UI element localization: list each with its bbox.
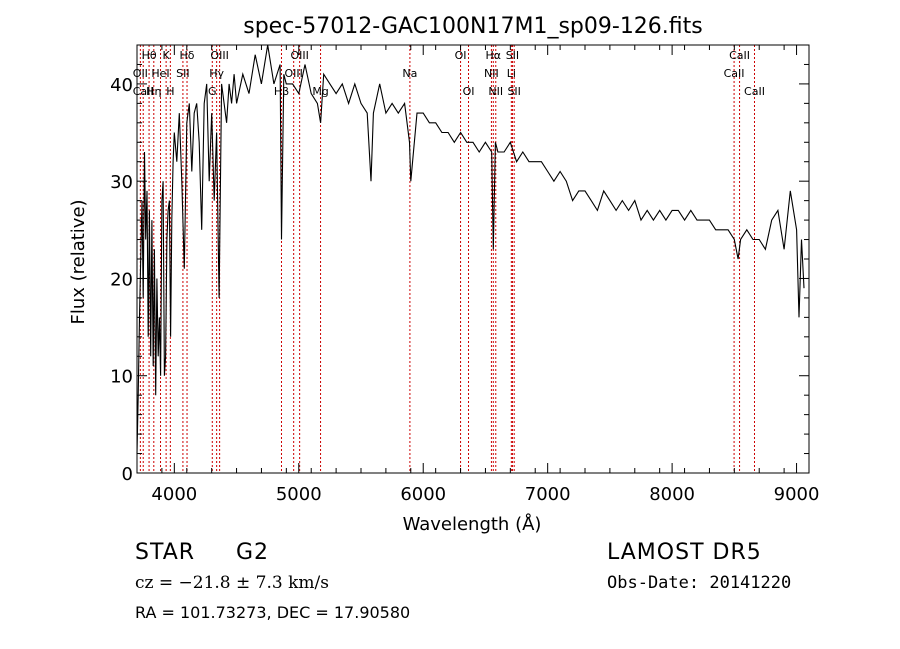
line-label-26: CaII <box>724 67 745 80</box>
obs-date: Obs-Date: 20141220 <box>607 573 792 593</box>
object-class: STAR <box>135 540 196 565</box>
line-label-0: Hθ <box>142 49 157 62</box>
line-label-25: CaII <box>729 49 750 62</box>
line-label-8: Hδ <box>180 49 195 62</box>
line-label-22: SII <box>506 49 519 62</box>
line-label-7: SII <box>176 67 189 80</box>
line-label-6: H <box>166 85 174 98</box>
line-label-19: Hα <box>486 49 502 62</box>
line-label-9: OIII <box>210 49 228 62</box>
spectrum-series <box>136 44 805 454</box>
object-subclass: G2 <box>236 540 270 565</box>
chart-title: spec-57012-GAC100N17M1_sp09-126.fits <box>243 14 703 39</box>
line-label-1: OII <box>133 67 148 80</box>
y-tick-label-4: 40 <box>110 75 133 96</box>
line-label-17: OI <box>455 49 467 62</box>
line-label-14: OIII <box>284 67 302 80</box>
plot-frame <box>136 44 810 474</box>
y-tick-label-0: 0 <box>122 464 133 485</box>
redshift-text: cz = −21.8 ± 7.3 km/s <box>135 573 329 593</box>
line-label-4: HeI <box>151 67 169 80</box>
line-label-21: NII <box>488 85 503 98</box>
x-tick-label-0: 4000 <box>151 484 197 505</box>
x-tick-label-4: 8000 <box>649 484 695 505</box>
x-tick-label-1: 5000 <box>276 484 322 505</box>
line-label-11: G <box>208 85 217 98</box>
line-label-5: K <box>163 49 171 62</box>
line-label-27: CaII <box>744 85 765 98</box>
line-label-13: OIII <box>290 49 308 62</box>
y-tick-label-3: 30 <box>110 172 133 193</box>
line-label-3: CaII <box>133 85 154 98</box>
x-axis-ticks: 4000 5000 6000 7000 8000 9000 <box>136 45 820 505</box>
y-axis-label: Flux (relative) <box>68 199 89 324</box>
line-label-15: Mg <box>312 85 328 98</box>
line-label-10: Hγ <box>209 67 224 80</box>
y-tick-label-1: 10 <box>110 367 133 388</box>
survey-name: LAMOST DR5 <box>607 540 762 565</box>
x-axis-label: Wavelength (Å) <box>403 513 542 535</box>
coordinates: RA = 101.73273, DEC = 17.90580 <box>135 603 411 622</box>
spectral-line-markers <box>139 45 755 473</box>
line-label-24: SII <box>507 85 520 98</box>
x-tick-label-3: 7000 <box>525 484 571 505</box>
x-tick-label-2: 6000 <box>400 484 446 505</box>
line-label-12: Hβ <box>274 85 289 98</box>
y-tick-label-2: 20 <box>110 269 133 290</box>
x-tick-label-5: 9000 <box>774 484 820 505</box>
line-label-23: Li <box>507 67 516 80</box>
line-label-2: Hη <box>146 85 161 98</box>
line-label-20: NII <box>484 67 499 80</box>
line-label-16: Na <box>402 67 417 80</box>
y-axis-ticks: 0 10 20 30 40 <box>110 63 809 485</box>
line-label-18: OI <box>463 85 475 98</box>
